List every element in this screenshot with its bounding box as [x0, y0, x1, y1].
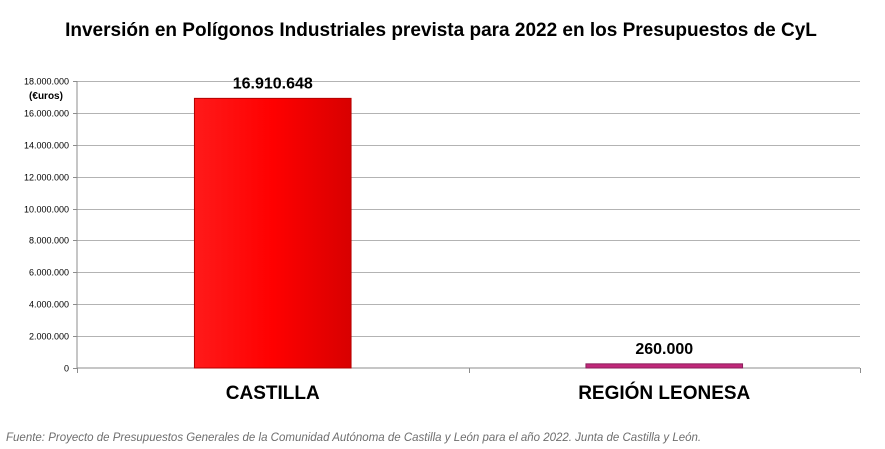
- value-labels: 16.910.648 260.000: [233, 75, 694, 357]
- y-tick-label: 14.000.000: [24, 141, 69, 151]
- y-tick-label: 4.000.000: [29, 300, 69, 310]
- y-tick-label: 2.000.000: [29, 332, 69, 342]
- y-tick-label: 0: [64, 364, 69, 374]
- data-label: 260.000: [635, 341, 693, 358]
- bars: [193, 97, 744, 369]
- category-label: REGIÓN LEONESA: [578, 382, 750, 404]
- category-labels: CASTILLA REGIÓN LEONESA: [226, 382, 751, 404]
- data-label: 16.910.648: [233, 75, 313, 92]
- y-axis-ticks: 0 2.000.000 4.000.000 6.000.000 8.000.000 10.…: [24, 77, 77, 374]
- bar-regi-n-leonesa: [585, 363, 744, 369]
- chart-title: Inversión en Polígonos Industriales prev…: [65, 20, 817, 41]
- y-tick-label: 6.000.000: [29, 268, 69, 278]
- x-axis-ticks: [77, 368, 861, 373]
- source-note: Fuente: Proyecto de Presupuestos General…: [6, 432, 701, 444]
- y-tick-label: 8.000.000: [29, 236, 69, 246]
- category-label: CASTILLA: [226, 383, 320, 404]
- y-tick-label: 18.000.000: [24, 77, 69, 87]
- y-tick-label: 12.000.000: [24, 173, 69, 183]
- y-tick-label: 16.000.000: [24, 109, 69, 119]
- bar-castilla: [193, 97, 352, 369]
- y-tick-label: 10.000.000: [24, 205, 69, 215]
- y-axis-unit-label: (€uros): [29, 91, 63, 102]
